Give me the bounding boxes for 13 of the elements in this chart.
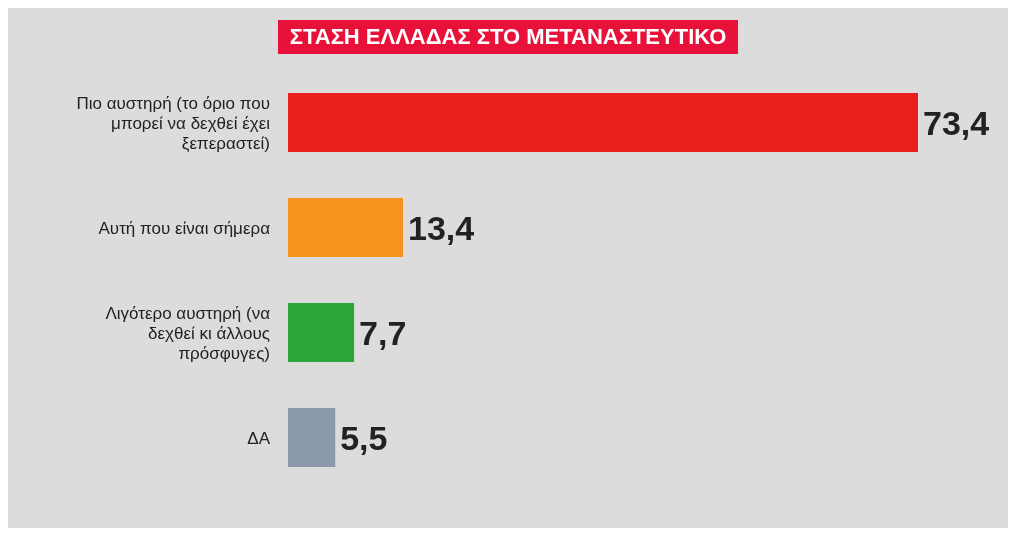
bar [288, 303, 355, 363]
y-tick-label: Πιο αυστηρή (το όριο που μπορεί να δεχθεί έχει ξεπεραστεί) [76, 93, 271, 152]
y-tick-label: Αυτή που είναι σήμερα [98, 218, 271, 237]
bar [288, 93, 918, 153]
data-label: 73,4 [923, 103, 990, 142]
data-label: 5,5 [340, 418, 388, 457]
data-label: 7,7 [359, 313, 407, 352]
chart-title: ΣΤΑΣΗ ΕΛΛΑΔΑΣ ΣΤΟ ΜΕΤΑΝΑΣΤΕΥΤΙΚΟ [277, 20, 739, 54]
bar [288, 198, 404, 258]
y-tick-label: Λιγότερο αυστηρή (να δεχθεί κι άλλους πρόσφυγες) [105, 303, 271, 362]
bar [288, 408, 336, 468]
y-tick-label: ΔΑ [247, 428, 271, 447]
data-label: 13,4 [408, 208, 475, 247]
